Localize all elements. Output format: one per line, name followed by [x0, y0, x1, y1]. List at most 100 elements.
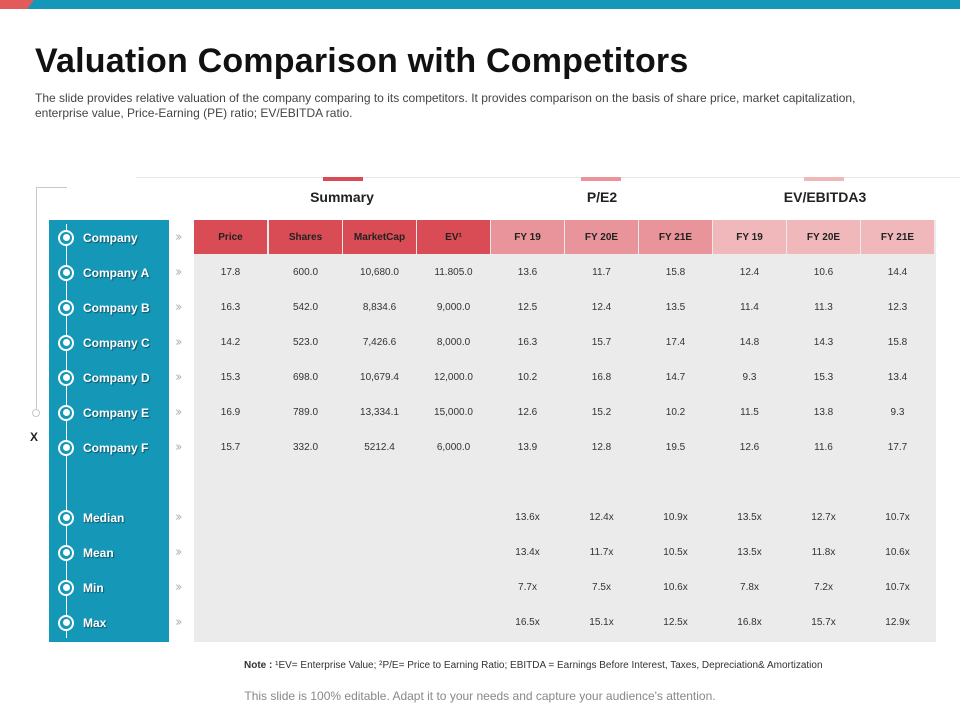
- table-cell: [269, 500, 342, 534]
- group-pe: P/E2: [586, 189, 618, 205]
- sidebar-timeline-line: [66, 224, 67, 638]
- chevron-right-icon: ››: [175, 544, 183, 560]
- table-cell: 13.5: [639, 290, 712, 324]
- sidebar-item-label: Company: [83, 230, 138, 245]
- table-cell: 789.0: [269, 395, 342, 429]
- table-cell: 13.5x: [713, 535, 786, 569]
- table-cell: 11.5: [713, 395, 786, 429]
- table-cell: 15.7x: [787, 605, 860, 639]
- table-cell: [713, 465, 786, 499]
- table-cell: 12.6: [713, 430, 786, 464]
- bullet-icon: [58, 544, 74, 561]
- sidebar-item-label: Mean: [83, 545, 114, 560]
- table-cell: 542.0: [269, 290, 342, 324]
- group-divider-line: [136, 177, 960, 178]
- table-cell: [491, 465, 564, 499]
- axis-bracket-dot: [32, 409, 40, 417]
- column-header: Shares: [269, 220, 342, 254]
- table-cell: [343, 500, 416, 534]
- table-cell: [343, 605, 416, 639]
- table-cell: 332.0: [269, 430, 342, 464]
- page-description: The slide provides relative valuation of…: [35, 91, 856, 120]
- table-cell: 10.7x: [861, 500, 934, 534]
- table-cell: 15.8: [861, 325, 934, 359]
- table-cell: 16.9: [194, 395, 267, 429]
- column-header: EV¹: [417, 220, 490, 254]
- sidebar-item-label: Company E: [83, 405, 150, 420]
- table-cell: 9,000.0: [417, 290, 490, 324]
- sidebar-item-label: Median: [83, 510, 125, 525]
- table-cell: 12.9x: [861, 605, 934, 639]
- table-cell: 14.7: [639, 360, 712, 394]
- table-cell: 10.6: [787, 255, 860, 289]
- bullet-icon: [58, 509, 74, 526]
- table-cell: 8,834.6: [343, 290, 416, 324]
- axis-bracket: [36, 187, 67, 413]
- table-cell: 16.8x: [713, 605, 786, 639]
- table-cell: 11.7: [565, 255, 638, 289]
- table-cell: 13,334.1: [343, 395, 416, 429]
- bullet-icon: [58, 369, 74, 386]
- table-cell: [194, 535, 267, 569]
- chevron-right-icon: ››: [175, 299, 183, 315]
- sidebar-item-label: Company B: [83, 300, 150, 315]
- table-cell: 7.8x: [713, 570, 786, 604]
- footer-text: This slide is 100% editable. Adapt it to…: [244, 689, 716, 703]
- bullet-icon: [58, 334, 74, 351]
- table-cell: 15.2: [565, 395, 638, 429]
- sidebar-item-label: Company C: [83, 335, 150, 350]
- table-cell: 12.5: [491, 290, 564, 324]
- table-cell: 7.2x: [787, 570, 860, 604]
- table-cell: 15.7: [565, 325, 638, 359]
- table-cell: 11.8x: [787, 535, 860, 569]
- group-ev-ebitda: EV/EBITDA3: [783, 189, 867, 205]
- table-cell: 523.0: [269, 325, 342, 359]
- table-cell: 6,000.0: [417, 430, 490, 464]
- table-cell: 12,000.0: [417, 360, 490, 394]
- table-cell: 10.9x: [639, 500, 712, 534]
- chevron-right-icon: ››: [175, 369, 183, 385]
- table-cell: 11.4: [713, 290, 786, 324]
- table-cell: [417, 570, 490, 604]
- table-cell: 14.3: [787, 325, 860, 359]
- table-cell: 5212.4: [343, 430, 416, 464]
- sidebar-item-label: Company F: [83, 440, 149, 455]
- summary-marker: [323, 177, 363, 181]
- table-cell: 19.5: [639, 430, 712, 464]
- top-accent-corner: [0, 0, 34, 9]
- bullet-icon: [58, 299, 74, 316]
- table-cell: 12.4: [565, 290, 638, 324]
- table-cell: 16.5x: [491, 605, 564, 639]
- column-header: FY 21E: [639, 220, 712, 254]
- chevron-right-icon: ››: [175, 404, 183, 420]
- table-cell: [343, 465, 416, 499]
- table-cell: 10,679.4: [343, 360, 416, 394]
- top-accent-bar: [0, 0, 960, 9]
- table-cell: 7.5x: [565, 570, 638, 604]
- table-cell: 13.4: [861, 360, 934, 394]
- pe-marker: [581, 177, 621, 181]
- table-cell: [639, 465, 712, 499]
- table-cell: [194, 605, 267, 639]
- table-cell: 14.8: [713, 325, 786, 359]
- axis-label: X: [30, 430, 39, 444]
- column-header: MarketCap: [343, 220, 416, 254]
- footnote-text: ¹EV= Enterprise Value; ²P/E= Price to Ea…: [272, 660, 823, 671]
- footnote-label: Note :: [244, 660, 273, 671]
- table-cell: 16.3: [491, 325, 564, 359]
- sidebar-item: Company E: [58, 404, 150, 421]
- table-cell: 12.7x: [787, 500, 860, 534]
- table-cell: 15,000.0: [417, 395, 490, 429]
- table-cell: 698.0: [269, 360, 342, 394]
- table-cell: 10.2: [639, 395, 712, 429]
- table-cell: 12.5x: [639, 605, 712, 639]
- bullet-icon: [58, 264, 74, 281]
- table-cell: [417, 465, 490, 499]
- table-cell: 15.3: [787, 360, 860, 394]
- sidebar-item: Max: [58, 614, 106, 631]
- table-cell: 10.2: [491, 360, 564, 394]
- table-cell: [565, 465, 638, 499]
- table-cell: 600.0: [269, 255, 342, 289]
- table-cell: 13.8: [787, 395, 860, 429]
- bullet-icon: [58, 579, 74, 596]
